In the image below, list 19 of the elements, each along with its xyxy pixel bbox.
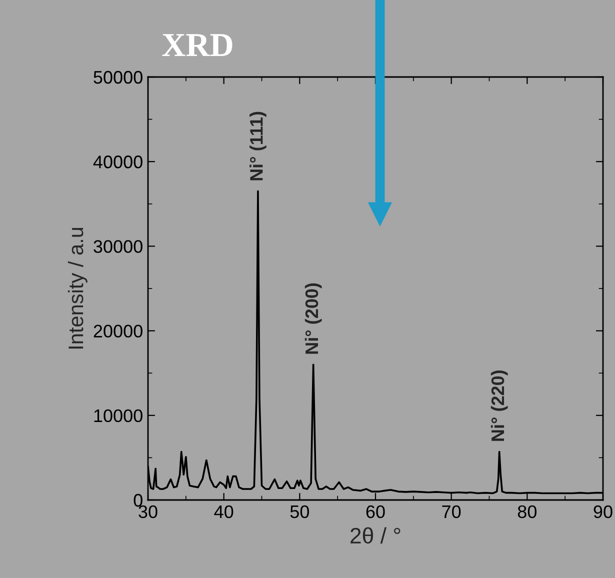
- y-tick-label: 30000: [94, 240, 142, 253]
- x-tick-label: 80: [518, 505, 537, 518]
- annotation: Ni° (220): [490, 370, 508, 441]
- x-tick-label: 60: [366, 505, 385, 518]
- x-axis-title: 2θ / °: [350, 527, 400, 544]
- annotation: Ni° (111): [250, 112, 266, 180]
- x-tick-label: 30: [138, 505, 158, 518]
- annotation: Ni° (200): [304, 283, 322, 354]
- y-tick-label: 10000: [94, 409, 142, 422]
- chart-title: XRD: [162, 34, 232, 56]
- y-tick-label: 0: [134, 494, 142, 507]
- x-tick-label: 70: [442, 505, 461, 518]
- y-tick-label: 40000: [93, 156, 142, 168]
- x-tick-label: 50: [290, 505, 310, 518]
- y-tick-label: 20000: [94, 324, 142, 338]
- x-tick-label: 90: [594, 505, 612, 518]
- y-tick-label: 50000: [94, 70, 142, 84]
- y-axis-title: Intensity / a.u: [68, 228, 88, 349]
- x-tick-label: 40: [214, 505, 234, 518]
